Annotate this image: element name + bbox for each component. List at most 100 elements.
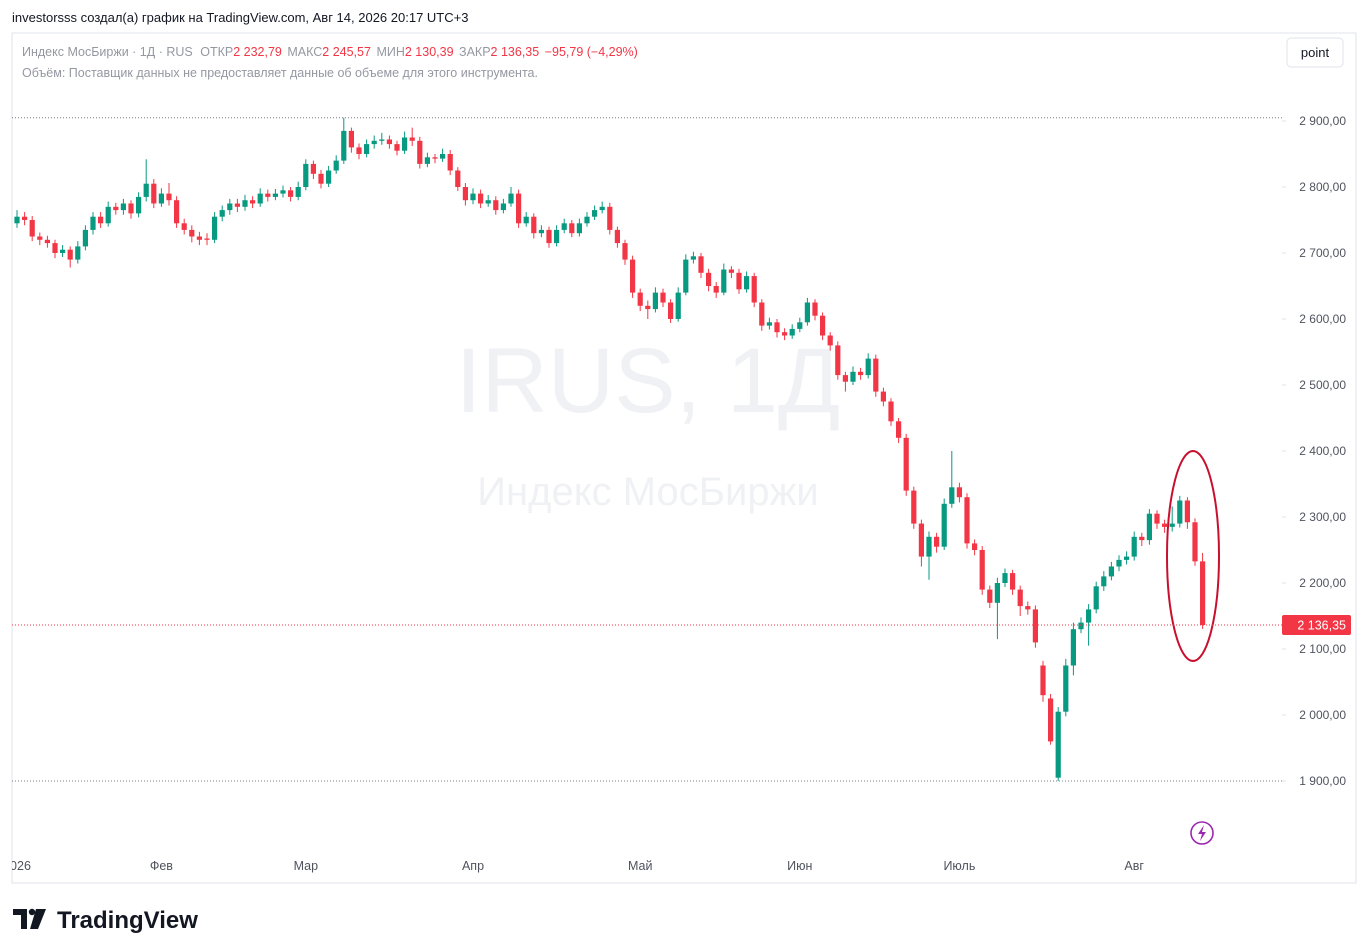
candle-body [728, 269, 734, 273]
y-tick-label: 2 400,00 [1299, 444, 1346, 458]
candle-body [1162, 523, 1168, 527]
candle-body [402, 137, 408, 151]
candle-body [394, 144, 400, 151]
candle-body [82, 229, 88, 247]
y-tick-label: 2 700,00 [1299, 246, 1346, 260]
candle-body [827, 335, 833, 346]
candle-body [158, 193, 164, 204]
candle-body [265, 193, 271, 197]
x-axis: 2026 Фев Мар Апр Май Июн Июль Авг [3, 859, 1144, 873]
candle-body [561, 223, 567, 230]
candle-body [257, 193, 263, 204]
brand-name[interactable]: TradingView [57, 907, 198, 934]
candle-body [774, 322, 780, 333]
candle-body [219, 210, 225, 217]
candle-body [493, 200, 499, 211]
candle-body [1040, 665, 1046, 696]
candle-body [569, 223, 575, 234]
candle-body [67, 249, 73, 260]
candle-body [44, 239, 50, 244]
candle-body [751, 276, 757, 303]
candle-body [1192, 522, 1198, 562]
candle-body [120, 203, 126, 211]
x-tick-label: Июн [787, 859, 812, 873]
candle-body [272, 193, 278, 197]
candle-body [196, 236, 202, 240]
candle-body [1017, 589, 1023, 607]
brand-logo[interactable]: TradingView [13, 907, 198, 934]
candle-body [698, 256, 704, 273]
candle-body [652, 292, 658, 310]
candle-body [379, 139, 385, 141]
candle-body [964, 497, 970, 544]
last-price-box [1282, 615, 1351, 636]
candle-body [789, 328, 795, 336]
candle-body [227, 203, 233, 211]
y-tick-label: 2 600,00 [1299, 312, 1346, 326]
candle-body [842, 375, 848, 382]
y-tick-label: 2 500,00 [1299, 378, 1346, 392]
candle-body [880, 391, 886, 402]
candle-body [447, 154, 453, 171]
candle-body [136, 196, 142, 214]
candle-body [440, 154, 446, 159]
candle-body [409, 137, 415, 141]
candle-body [60, 249, 66, 253]
candle-body [1032, 609, 1038, 643]
candle-body [987, 589, 993, 603]
x-tick-label: 2026 [3, 859, 31, 873]
button-label[interactable]: point [1301, 45, 1330, 60]
candle-body [1002, 573, 1008, 583]
candle-body [622, 243, 628, 260]
button-frame[interactable] [1286, 37, 1344, 68]
candle-body [804, 302, 810, 323]
candle-body [90, 216, 96, 230]
icon-bolt[interactable] [1198, 825, 1206, 841]
x-tick-label: Авг [1124, 859, 1144, 873]
logo-mark[interactable] [30, 909, 46, 929]
candle-body [432, 157, 438, 159]
lightning-icon[interactable] [1190, 821, 1214, 845]
candle-body [508, 193, 514, 204]
candle-body [1108, 566, 1114, 577]
candle-body [941, 503, 947, 547]
candle-body [645, 305, 651, 310]
x-tick-label: Мар [294, 859, 319, 873]
candle-body [820, 315, 826, 336]
candle-body [797, 322, 803, 329]
candle-body [668, 302, 674, 319]
candle-body [478, 193, 484, 204]
candle-body [288, 190, 294, 197]
candle-body [835, 345, 841, 376]
candle-body [896, 421, 902, 438]
candle-body [713, 286, 719, 293]
candle-body [538, 229, 544, 234]
candle-body [37, 236, 43, 240]
candle-body [341, 130, 347, 161]
candle-body [14, 216, 20, 224]
y-tick-label: 2 000,00 [1299, 708, 1346, 722]
candle-body [22, 216, 28, 220]
logo-mark[interactable] [28, 908, 36, 916]
candle-body [972, 543, 978, 550]
candle-body [386, 139, 392, 145]
volume-note: Объём: Поставщик данных не предоставляет… [22, 66, 538, 80]
candle-body [736, 272, 742, 290]
watermark: IRUS, 1Д [456, 330, 840, 432]
candle-body [1025, 606, 1031, 610]
candle-body [994, 583, 1000, 603]
ohlc-value: 2 232,79 [233, 45, 282, 59]
logo-mark[interactable] [13, 909, 27, 929]
ohlc-value: 2 245,57 [322, 45, 371, 59]
candle-body [531, 216, 537, 234]
candle-body [485, 200, 491, 204]
candle-body [546, 229, 552, 244]
candle-body [333, 160, 339, 171]
point-button[interactable]: point [1286, 37, 1344, 68]
candle-body [242, 200, 248, 207]
candle-body [554, 229, 560, 244]
candle-body [592, 210, 598, 217]
watermark: Индекс МосБиржи [477, 470, 818, 514]
y-tick-label: 2 100,00 [1299, 642, 1346, 656]
x-tick-label: Июль [943, 859, 975, 873]
